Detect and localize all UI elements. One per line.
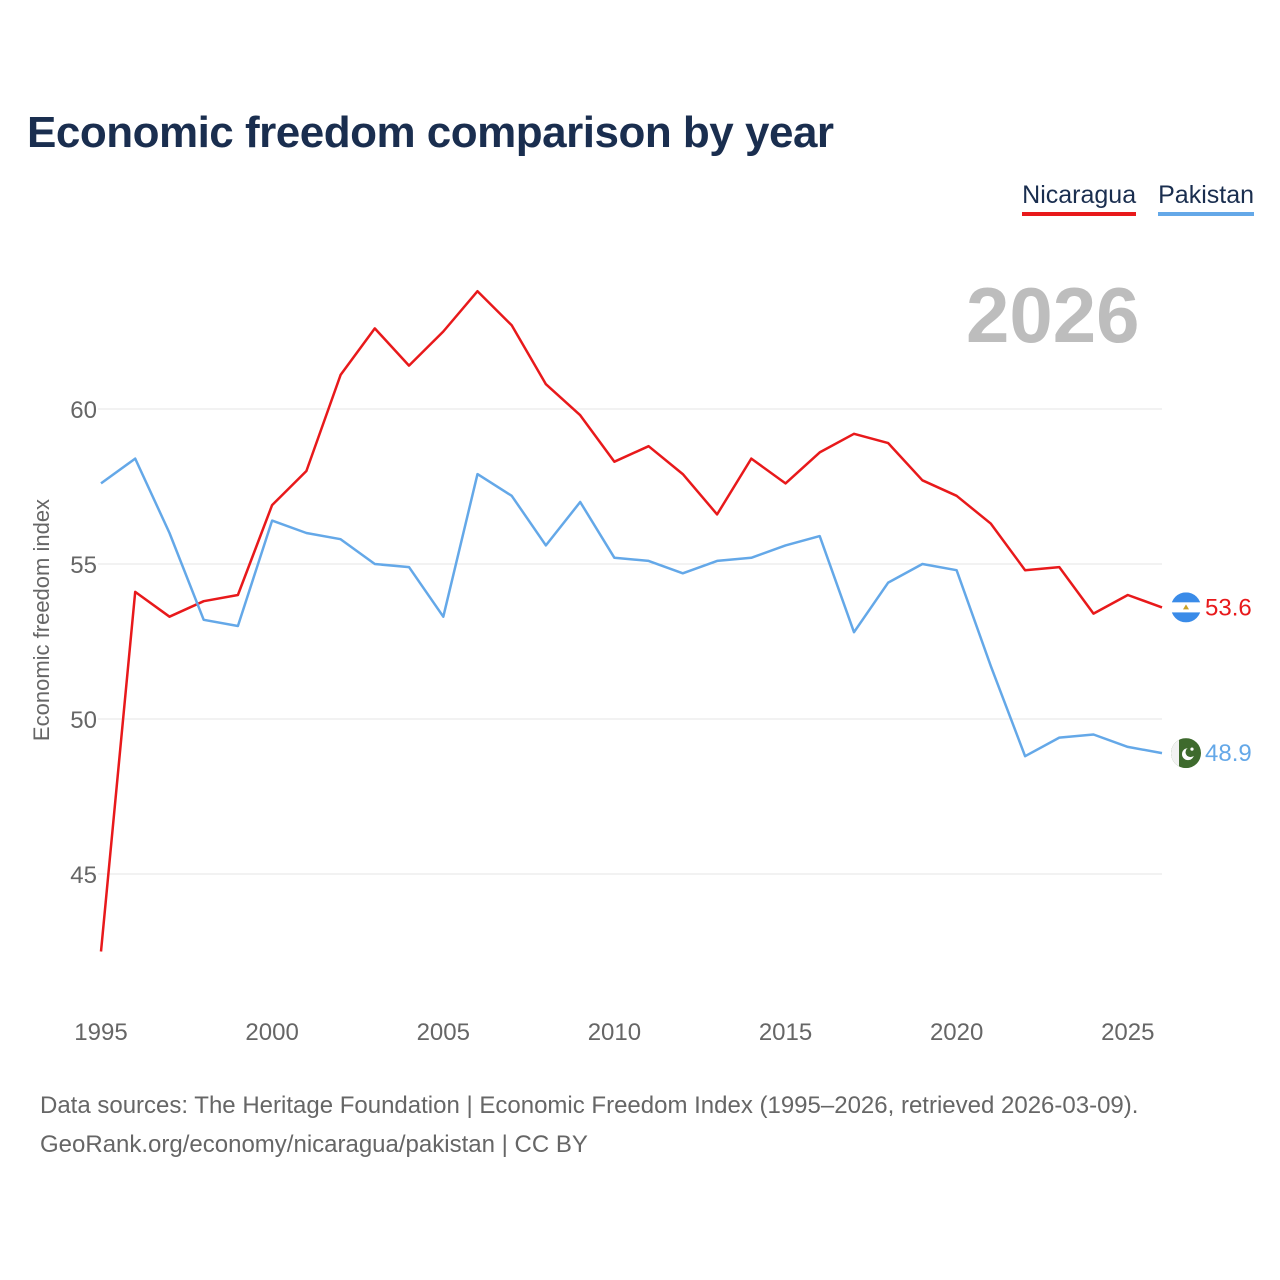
x-tick-label: 2005 (417, 1019, 470, 1046)
pakistan-flag-icon (1171, 738, 1201, 769)
series-line-pakistan[interactable] (100, 457, 1163, 758)
x-tick-label: 1995 (74, 1019, 127, 1046)
footer: Data sources: The Heritage Foundation | … (40, 1086, 1138, 1164)
x-tick-label: 2015 (759, 1019, 812, 1046)
legend-item-pakistan[interactable]: Pakistan (1158, 181, 1254, 216)
legend-item-nicaragua[interactable]: Nicaragua (1022, 181, 1137, 216)
y-tick-label: 50 (70, 707, 97, 734)
data-source-note: Data sources: The Heritage Foundation | … (40, 1092, 1139, 1119)
x-tick-label: 2025 (1101, 1019, 1154, 1046)
nicaragua-flag-icon (1171, 592, 1201, 623)
y-tick-label: 45 (70, 862, 97, 889)
chart-title: Economic freedom comparison by year (27, 108, 834, 157)
end-value-label-nicaragua: 53.6 (1205, 594, 1252, 621)
source-url[interactable]: GeoRank.org/economy/nicaragua/pakistan |… (40, 1131, 588, 1158)
x-tick-label: 2020 (930, 1019, 983, 1046)
x-tick-label: 2000 (245, 1019, 298, 1046)
y-tick-label: 60 (70, 397, 97, 424)
end-value-label-pakistan: 48.9 (1205, 740, 1252, 767)
legend: Nicaragua Pakistan (1022, 181, 1254, 216)
x-tick-label: 2010 (588, 1019, 641, 1046)
series-line-nicaragua[interactable] (99, 289, 1163, 952)
current-year-label: 2026 (966, 271, 1140, 359)
y-tick-label: 55 (70, 552, 97, 579)
